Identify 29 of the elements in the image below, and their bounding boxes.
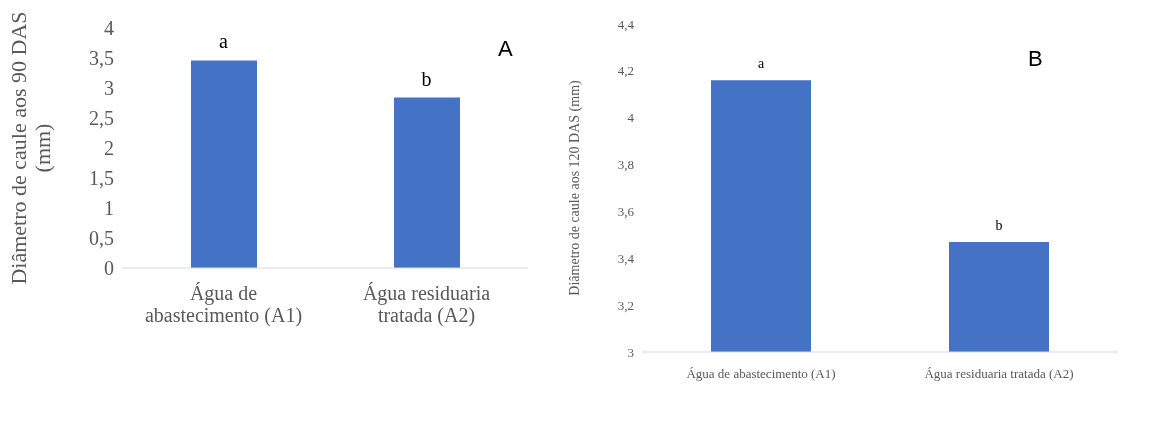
annotation: b <box>995 217 1003 233</box>
y-tick-label: 3 <box>104 77 114 100</box>
x-tick-label: Água de abastecimento (A1) <box>686 365 836 381</box>
x-tick-label: Água residuaria tratada (A2) <box>924 365 1074 381</box>
annotation: b <box>421 67 432 90</box>
annotation: a <box>757 56 765 72</box>
y-tick-label: 3,5 <box>89 47 114 70</box>
y-axis-title: Diâmetro de caule aos 120 DAS (mm) <box>567 79 584 296</box>
y-tick-label: 4,4 <box>617 16 635 32</box>
y-tick-label: 1,5 <box>89 167 114 190</box>
y-tick-label: 1 <box>104 197 114 220</box>
x-tick-label: Água residuaria tratada (A2) <box>362 282 491 327</box>
y-tick-label: 4,2 <box>617 63 634 79</box>
y-tick-label: 2 <box>104 137 114 160</box>
y-tick-label: 4 <box>104 17 114 40</box>
annotation: a <box>219 30 229 53</box>
y-tick-label: 3,8 <box>617 157 634 173</box>
annotation: B <box>1028 46 1043 72</box>
x-tick-label: Água de abastecimento (A1) <box>144 282 303 327</box>
y-tick-label: 3,4 <box>617 250 635 266</box>
y-tick-label: 3,2 <box>617 297 634 313</box>
y-tick-label: 2,5 <box>89 107 114 130</box>
y-tick-label: 3,6 <box>617 204 635 220</box>
y-tick-label: 3 <box>627 344 634 360</box>
annotation: A <box>498 36 513 62</box>
y-tick-label: 0 <box>104 257 114 280</box>
y-tick-label: 4 <box>627 110 635 126</box>
y-axis-title: Diâmetro de caule aos 90 DAS (mm) <box>5 11 55 285</box>
y-tick-label: 0,5 <box>89 227 114 250</box>
